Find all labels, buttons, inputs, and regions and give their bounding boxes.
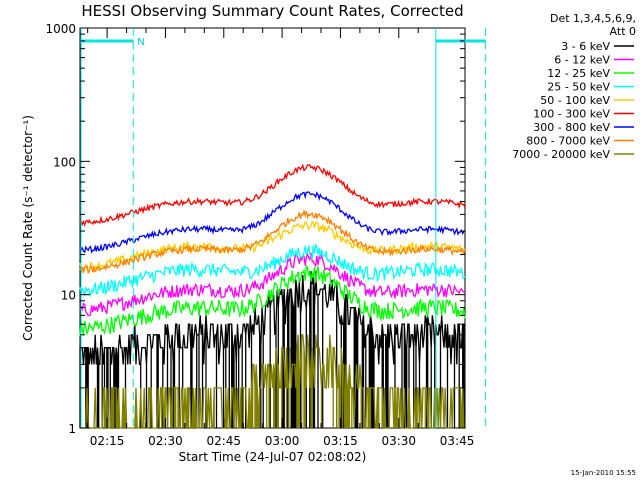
legend-label: 50 - 100 keV [540,94,610,107]
series-line-9 [80,334,465,429]
x-axis-label: Start Time (24-Jul-07 02:08:02) [179,450,367,464]
series-line-4 [79,243,466,298]
legend-label: 7000 - 20000 keV [512,148,610,161]
series-9 [80,334,465,429]
series-line-6 [79,163,466,227]
legend-label: 300 - 800 keV [533,121,610,134]
y-tick-label: 1000 [45,22,76,36]
series-4 [79,243,466,298]
series-1 [79,271,465,428]
y-tick-label: 10 [61,289,76,303]
legend-label: 800 - 7000 keV [526,135,610,148]
night-bar-label: N [137,37,144,48]
y-axis-label: Corrected Count Rate (s⁻¹ detector⁻¹) [21,115,35,341]
series-8 [79,208,466,275]
legend-label: 6 - 12 keV [554,54,610,67]
y-tick-label: 100 [53,155,76,169]
x-tick-label: 02:45 [206,434,241,448]
x-tick-label: 03:00 [265,434,300,448]
x-tick-label: 03:45 [440,434,475,448]
series-3 [79,264,466,337]
legend-label: 25 - 50 keV [547,81,610,94]
footer-timestamp: 15-Jan-2010 15:55 [570,469,636,477]
chart-title: HESSI Observing Summary Count Rates, Cor… [81,2,464,20]
series-line-8 [79,208,466,275]
legend-header: Att 0 [610,25,636,38]
x-tick-label: 03:15 [323,434,358,448]
series-line-1 [79,271,465,428]
legend-label: 3 - 6 keV [561,40,610,53]
series-line-3 [79,264,466,337]
series-line-7 [79,191,466,254]
y-tick-label: 1 [68,422,76,436]
series-5 [79,220,466,274]
legend-label: 12 - 25 keV [547,67,610,80]
series-line-2 [79,252,466,317]
series-6 [79,163,466,227]
x-tick-label: 02:30 [148,434,183,448]
series-2 [79,252,466,317]
series-line-5 [79,220,466,274]
x-tick-label: 02:15 [90,434,125,448]
series-7 [79,191,466,254]
plot-frame [79,27,466,429]
legend-label: 100 - 300 keV [533,108,610,121]
legend-header: Det 1,3,4,5,6,9, [550,12,636,25]
x-tick-label: 03:30 [381,434,416,448]
